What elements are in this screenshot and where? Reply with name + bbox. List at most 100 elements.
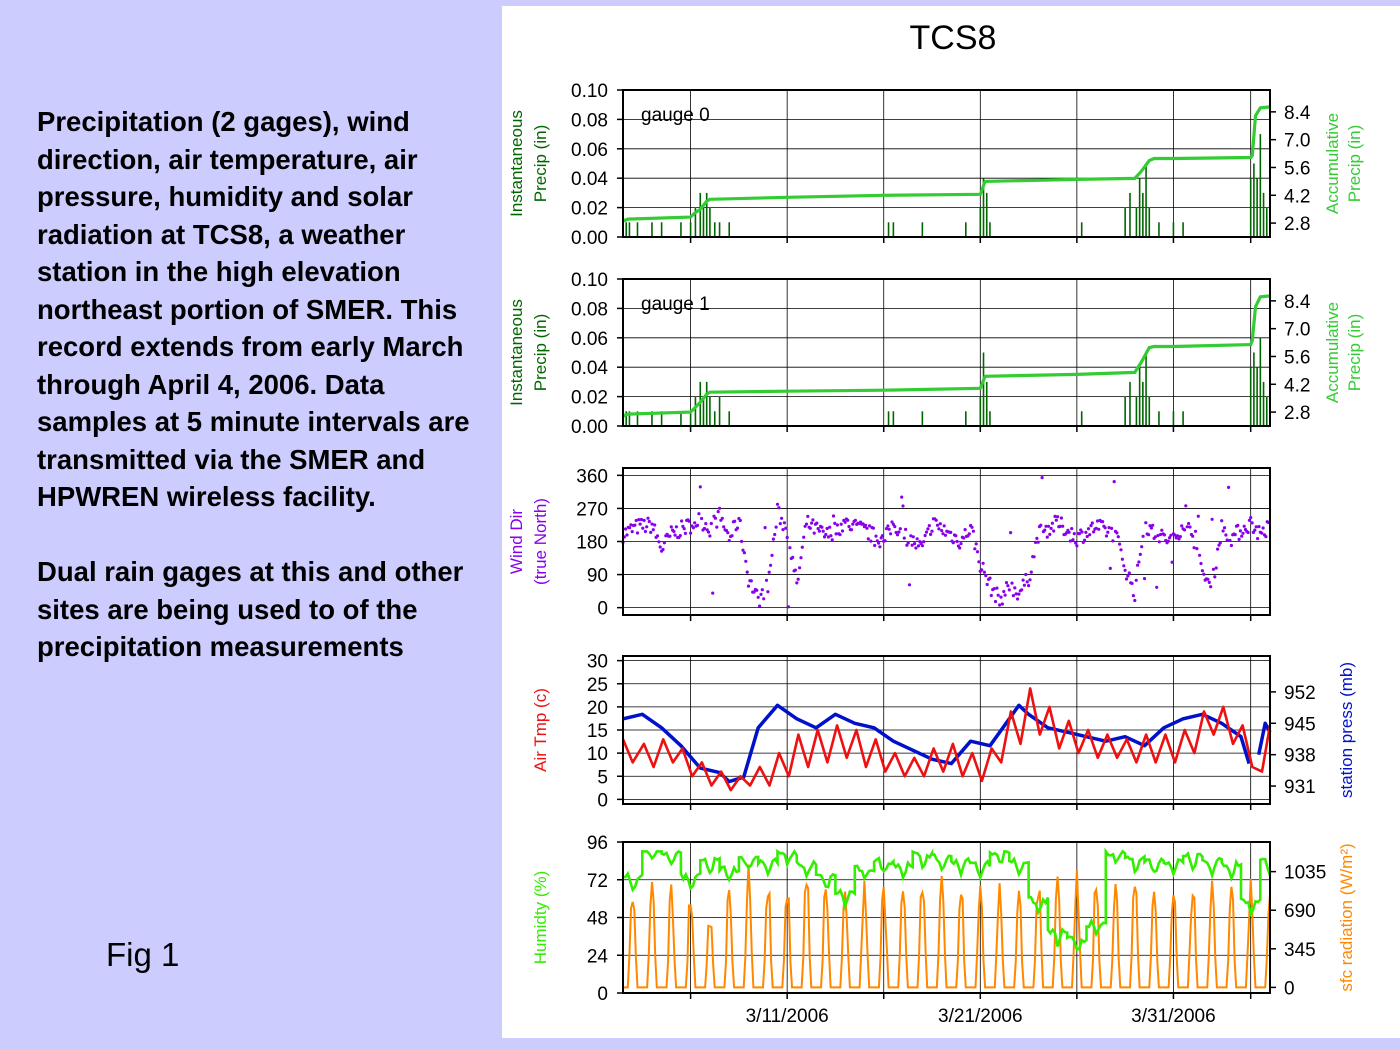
wind-dir-point [1166,539,1170,543]
wind-dir-point [877,541,881,545]
wind-dir-point [1238,529,1242,533]
wind-dir-point [886,524,890,528]
wind-dir-point [1185,525,1189,529]
wind-dir-point [1153,535,1157,539]
y-tick-label-right: 945 [1284,714,1316,735]
wind-dir-point [880,534,884,538]
wind-dir-point [895,533,900,537]
wind-dir-point [1124,577,1129,581]
gauge-annotation: gauge 0 [641,105,710,126]
wind-dir-point [910,543,914,547]
wind-dir-point [1224,533,1228,537]
wind-dir-point [884,527,889,531]
wind-dir-point [920,544,924,548]
wind-dir-point [980,568,984,572]
wind-dir-point [820,525,824,529]
wind-dir-point [1000,602,1004,606]
wind-dir-point [996,593,1000,597]
y-tick-label-left: 15 [587,721,608,742]
wind-dir-point [922,540,926,544]
wind-dir-point [914,546,918,550]
y-tick-label-left: 0.02 [571,388,608,409]
y-tick-label-left: 0.10 [571,270,608,291]
wind-dir-point [639,517,643,522]
wind-dir-point [778,522,782,526]
wind-dir-point [1118,542,1122,546]
wind-dir-point [752,590,756,594]
wind-dir-point [708,534,712,538]
wind-dir-point [770,553,774,558]
wind-dir-point [798,566,802,570]
wind-dir-point [1209,585,1213,589]
wind-dir-point [808,526,812,530]
x-tick-label: 3/31/2006 [1131,1006,1216,1027]
wind-dir-point [740,539,744,544]
wind-dir-point [1182,528,1187,532]
wind-dir-point [1247,518,1251,522]
wind-dir-point [1029,570,1033,574]
y-tick-label-left: 0.00 [571,417,608,438]
wind-dir-point [718,506,722,510]
wind-dir-point [851,522,855,526]
wind-dir-point [1112,480,1116,484]
wind-dir-point [1070,527,1074,531]
wind-dir-point [907,583,912,587]
description-paragraph-1: Precipitation (2 gages), wind direction,… [37,106,470,512]
wind-dir-point [678,534,682,538]
wind-dir-point [1044,524,1048,528]
wind-dir-point [839,522,843,526]
wind-dir-point [802,535,806,539]
wind-dir-point [693,521,697,525]
wind-dir-point [1126,574,1130,578]
wind-dir-point [766,590,770,594]
wind-dir-point [840,529,845,533]
wind-dir-point [1022,583,1026,587]
wind-dir-point [767,570,771,574]
wind-dir-point [935,523,940,527]
wind-dir-point [635,531,640,535]
wind-dir-point [727,539,731,543]
wind-dir-point [1020,588,1024,592]
y-tick-label-right: 8.4 [1284,292,1311,313]
wind-dir-point [1021,578,1025,582]
wind-dir-point [624,527,628,531]
wind-dir-point [924,530,929,534]
wind-dir-point [1207,580,1211,585]
wind-dir-point [784,526,788,530]
wind-dir-point [680,519,684,523]
wind-dir-point [1200,569,1204,573]
chart-panel: TCS8 0.00 0.02 0.04 0.06 0.08 0.10 2.8 4.2 5.6 7.… [502,6,1400,1038]
wind-dir-point [683,531,687,536]
wind-dir-point [1149,526,1153,530]
wind-dir-point [824,532,828,537]
x-tick-label: 3/21/2006 [938,1006,1023,1027]
wind-dir-point [745,570,749,574]
y-tick-label-left: 0.06 [571,329,608,350]
wind-dir-point [843,520,847,524]
y-tick-label-left: 20 [587,698,608,719]
wind-dir-point [1035,536,1039,541]
y-tick-label-left: 0.08 [571,110,608,131]
y-axis-label-left: Wind Dir [507,509,526,575]
wind-dir-point [1050,521,1054,525]
wind-dir-point [1067,530,1071,534]
wind-dir-point [831,514,836,518]
wind-dir-point [883,539,887,543]
wind-dir-point [822,535,827,539]
wind-dir-point [1193,529,1198,533]
wind-dir-point [646,516,650,520]
y-tick-label-right: 931 [1284,777,1316,798]
wind-dir-point [764,578,769,582]
wind-dir-point [1225,538,1229,542]
wind-dir-point [625,533,629,537]
wind-dir-point [1180,524,1184,528]
wind-dir-point [1213,575,1217,579]
wind-dir-point [1056,515,1060,519]
wind-dir-point [1025,580,1029,584]
wind-dir-point [821,529,825,533]
wind-dir-point [793,568,797,572]
wind-dir-point [1160,528,1164,532]
wind-dir-point [943,533,948,537]
wind-dir-point [835,523,839,527]
wind-dir-point [1084,530,1088,535]
